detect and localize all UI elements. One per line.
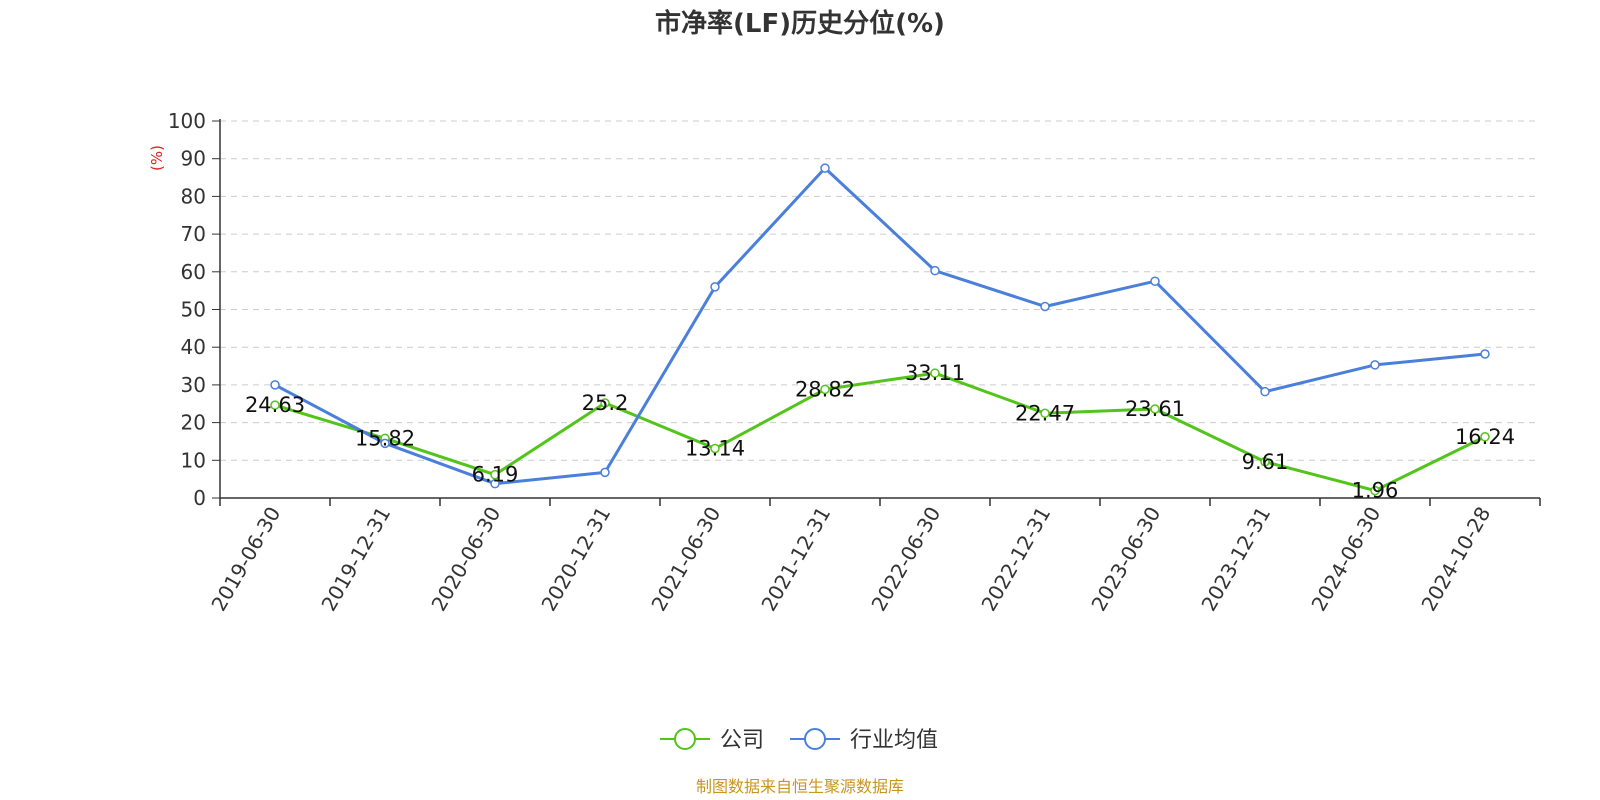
data-point-1	[600, 467, 610, 478]
data-label: 1.96	[1352, 479, 1399, 503]
x-tick-label: 2020-12-31	[536, 503, 615, 616]
y-tick-label: 50	[181, 298, 206, 322]
data-point-1	[1370, 360, 1380, 370]
legend-item-company[interactable]: 公司	[660, 728, 764, 753]
series-line-1	[274, 166, 1486, 486]
x-tick-label: 2022-12-31	[976, 503, 1055, 616]
data-label: 25.2	[582, 391, 629, 415]
legend-label-company: 公司	[720, 728, 764, 753]
legend-label-industry-average: 行业均值	[850, 728, 938, 753]
y-tick-label: 30	[181, 373, 206, 397]
legend-marker-company	[674, 728, 696, 750]
data-point-0	[1150, 404, 1160, 414]
x-tick-label: 2021-12-31	[756, 503, 835, 616]
series-line-0	[274, 371, 1486, 493]
x-tick-label: 2024-06-30	[1306, 503, 1385, 616]
x-tick-label: 2024-10-28	[1416, 503, 1495, 616]
data-point-0	[1040, 408, 1050, 419]
x-tick-label: 2022-06-30	[866, 503, 945, 616]
legend[interactable]: 公司 行业均值	[660, 728, 938, 753]
y-tick-label: 70	[181, 222, 206, 246]
y-tick-label: 80	[181, 184, 206, 208]
y-tick-label: 10	[181, 448, 206, 472]
data-label: 22.47	[1015, 401, 1075, 425]
data-point-1	[1040, 301, 1050, 312]
data-source-note: 制图数据来自恒生聚源数据库	[696, 777, 904, 796]
data-point-1	[710, 282, 720, 292]
data-labels: 24.63 15.82 6.19 25.2 13.14 28.82 33.11 22.47 23…	[245, 361, 1515, 502]
data-label: 15.82	[355, 426, 415, 450]
legend-marker-industry-average	[804, 728, 826, 750]
grid-lines	[212, 120, 1540, 499]
data-label: 9.61	[1242, 450, 1289, 474]
data-point-1	[820, 163, 830, 173]
y-tick-label: 40	[181, 335, 206, 359]
y-tick-label: 90	[181, 147, 206, 171]
data-point-0	[270, 400, 280, 410]
data-point-1	[930, 265, 940, 276]
data-point-0	[600, 398, 610, 408]
series-points	[270, 163, 1490, 496]
y-tick-label: 0	[193, 486, 206, 510]
data-label: 24.63	[245, 393, 305, 417]
x-tick-label: 2019-12-31	[316, 503, 395, 616]
x-tick-label: 2019-06-30	[206, 503, 285, 616]
x-tick-labels: 2019-06-30 2019-12-31 2020-06-30 2020-12-31…	[206, 503, 1495, 616]
data-point-0	[490, 469, 500, 480]
axes	[219, 119, 1541, 506]
data-point-0	[930, 368, 940, 378]
x-tick-label: 2023-06-30	[1086, 503, 1165, 616]
x-tick-label: 2020-06-30	[426, 503, 505, 616]
data-point-1	[490, 478, 500, 489]
data-label: 13.14	[685, 436, 745, 460]
x-tick-label: 2023-12-31	[1196, 503, 1275, 616]
x-tick-label: 2021-06-30	[646, 503, 725, 616]
y-axis-label: (%)	[148, 145, 166, 171]
data-point-1	[1150, 276, 1160, 286]
data-point-1	[1260, 386, 1270, 397]
chart-title: 市净率(LF)历史分位(%)	[655, 8, 945, 39]
y-tick-label: 60	[181, 260, 206, 284]
data-point-0	[820, 384, 830, 395]
y-tick-label: 20	[181, 411, 206, 435]
y-tick-labels: 0 10 20 30 40 50 60 70 80 90 100	[168, 109, 206, 510]
data-label: 28.82	[795, 377, 855, 401]
data-label: 33.11	[905, 361, 965, 385]
data-point-0	[1260, 457, 1270, 467]
data-point-0	[1370, 485, 1380, 496]
data-point-1	[380, 438, 390, 449]
data-label: 6.19	[472, 463, 519, 487]
y-tick-label: 100	[168, 109, 206, 133]
data-point-0	[710, 443, 720, 454]
data-label: 16.24	[1455, 425, 1515, 449]
data-point-1	[270, 380, 280, 390]
series-lines	[274, 166, 1486, 493]
data-point-1	[1480, 349, 1490, 359]
data-point-0	[1480, 432, 1490, 442]
data-label: 23.61	[1125, 397, 1185, 421]
legend-item-industry-average[interactable]: 行业均值	[790, 728, 938, 753]
